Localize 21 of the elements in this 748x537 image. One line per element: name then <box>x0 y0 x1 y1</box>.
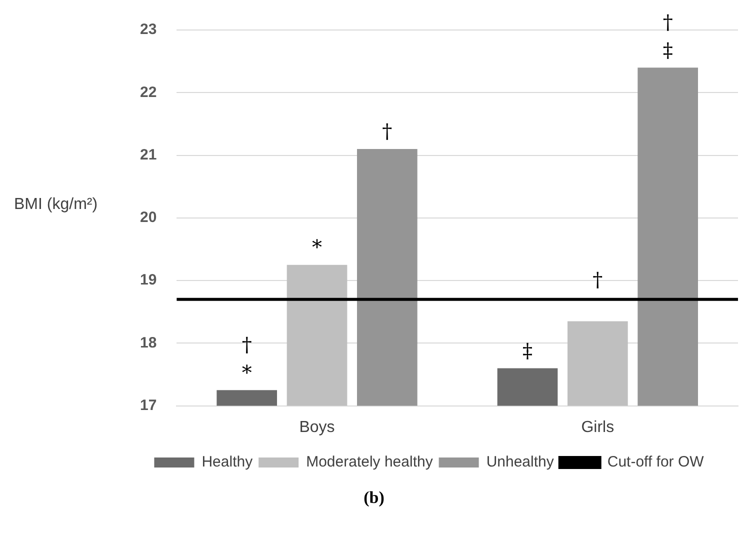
text: (b) <box>364 488 384 507</box>
y-tick-label: 22 <box>140 84 157 101</box>
data-label: † * <box>242 332 252 384</box>
data-label: † <box>382 119 392 144</box>
legend-label: Unhealthy <box>486 454 554 471</box>
x-tick-label: Girls <box>581 418 614 436</box>
legend-label: Cut-off for OW <box>607 454 705 471</box>
legend-label: Healthy <box>202 454 254 471</box>
data-label: ‡ <box>522 338 533 362</box>
x-tick-label: Boys <box>299 418 335 436</box>
data-label: † <box>592 268 603 292</box>
y-tick-label: 17 <box>140 396 157 414</box>
data-label: † ‡ <box>662 10 673 62</box>
y-tick-label: 20 <box>140 209 157 226</box>
y-tick-label: 21 <box>140 146 157 164</box>
y-tick-label: 23 <box>140 21 157 38</box>
y-tick-label: 19 <box>140 272 157 289</box>
legend-label: Moderately healthy <box>306 454 434 471</box>
data-label: * <box>312 235 322 260</box>
y-tick-label: 18 <box>140 334 157 352</box>
y-axis-title: BMI (kg/m²) <box>14 196 98 214</box>
